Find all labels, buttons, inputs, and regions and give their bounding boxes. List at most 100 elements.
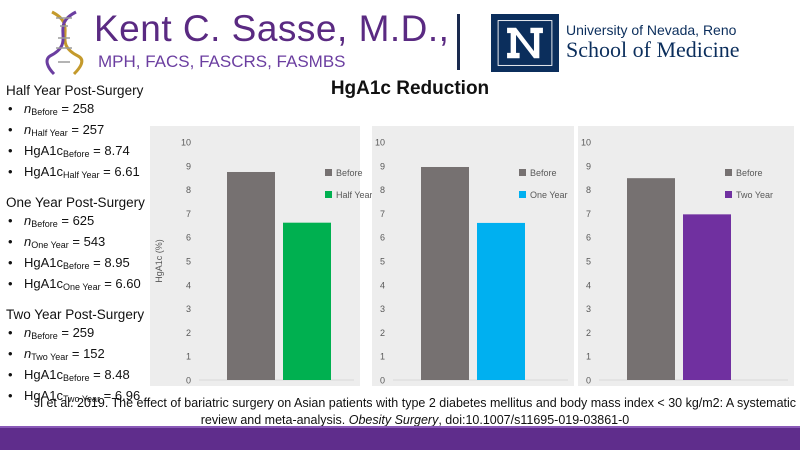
stat-value: = 543 xyxy=(68,234,106,249)
university-name: University of Nevada, Reno xyxy=(566,22,737,38)
bar-before xyxy=(227,171,275,380)
stat-label: HgA1c xyxy=(24,367,64,382)
stat-label: n xyxy=(24,122,32,137)
chart-panel: 0 1 2 3 4 5 6 7 8 9 10 HgA1c (%) Before Half Year xyxy=(150,126,373,386)
y-tick-label: 10 xyxy=(581,138,591,148)
stat-value: = 259 xyxy=(57,325,95,340)
stat-subscript: Before xyxy=(63,373,90,383)
stat-subscript: Before xyxy=(31,107,58,117)
brand-name: Kent C. Sasse, M.D., xyxy=(94,8,450,49)
y-axis-label: HgA1c (%) xyxy=(154,239,164,283)
chart-title: HgA1c Reduction xyxy=(330,78,490,99)
legend-label: Before xyxy=(736,168,763,178)
chart-panel: 0 1 2 3 4 5 6 7 8 9 10 Before Two Year xyxy=(578,126,794,386)
y-tick-label: 8 xyxy=(586,185,591,195)
stat-label: HgA1c xyxy=(24,164,64,179)
stat-label: n xyxy=(24,101,32,116)
y-tick-label: 3 xyxy=(586,304,591,314)
stat-item: nBefore = 259 xyxy=(6,324,206,345)
stat-label: HgA1c xyxy=(24,388,64,403)
y-tick-label: 4 xyxy=(380,280,385,290)
legend-label: Before xyxy=(336,168,363,178)
stat-label: HgA1c xyxy=(24,276,64,291)
legend-swatch xyxy=(725,191,732,198)
stat-subscript: Half Year xyxy=(31,128,68,138)
y-tick-label: 0 xyxy=(380,376,385,386)
legend-label: One Year xyxy=(530,190,568,200)
stat-value: = 6.61 xyxy=(99,164,140,179)
stat-value: = 258 xyxy=(57,101,95,116)
legend-label: Half Year xyxy=(336,190,373,200)
brand-credentials: MPH, FACS, FASCRS, FASMBS xyxy=(98,52,346,71)
chart-panel-background xyxy=(372,126,574,386)
bar-before xyxy=(627,178,675,380)
footer-stripe xyxy=(0,426,800,428)
y-tick-label: 7 xyxy=(380,209,385,219)
stat-value: = 152 xyxy=(68,346,105,361)
unr-brand: University of Nevada, Reno School of Med… xyxy=(491,14,791,74)
citation-doi: , doi:10.1007/s11695-019-03861-0 xyxy=(438,413,630,427)
stat-label: n xyxy=(24,213,32,228)
legend-swatch xyxy=(519,191,526,198)
sasse-brand: Kent C. Sasse, M.D., MPH, FACS, FASCRS, … xyxy=(40,8,450,76)
stat-item: HgA1cBefore = 8.48 xyxy=(6,366,206,387)
stat-item: HgA1cOne Year = 6.60 xyxy=(6,275,206,296)
dna-helix-icon xyxy=(45,10,84,76)
legend-swatch xyxy=(325,169,332,176)
bar-half-year xyxy=(283,222,331,380)
y-tick-label: 1 xyxy=(186,352,191,362)
y-tick-label: 4 xyxy=(186,280,191,290)
header-divider xyxy=(457,14,460,70)
y-tick-label: 6 xyxy=(586,233,591,243)
y-tick-label: 8 xyxy=(186,185,191,195)
stat-item: nTwo Year = 152 xyxy=(6,345,206,366)
stat-subscript: Before xyxy=(31,219,58,229)
y-tick-label: 5 xyxy=(586,257,591,267)
y-tick-label: 2 xyxy=(186,328,191,338)
stat-value: = 6.96 xyxy=(100,388,141,403)
unr-n-logo-icon xyxy=(491,14,559,72)
stat-item: nOne Year = 543 xyxy=(6,233,206,254)
y-tick-label: 1 xyxy=(586,352,591,362)
y-tick-label: 7 xyxy=(186,209,191,219)
y-tick-label: 0 xyxy=(586,376,591,386)
citation: Ji et al. 2019. The effect of bariatric … xyxy=(30,395,800,429)
y-tick-label: 10 xyxy=(375,138,385,148)
bar-one-year xyxy=(477,222,525,380)
y-tick-label: 5 xyxy=(380,257,385,267)
stat-subscript: Before xyxy=(63,261,90,271)
y-tick-label: 0 xyxy=(186,376,191,386)
stats-group-heading: One Year Post-Surgery xyxy=(6,195,145,210)
y-tick-label: 1 xyxy=(380,352,385,362)
legend-swatch xyxy=(725,169,732,176)
stats-summary: Half Year Post-SurgerynBefore = 258nHalf… xyxy=(6,82,206,418)
y-tick-label: 10 xyxy=(181,138,191,148)
legend-label: Before xyxy=(530,168,557,178)
stat-label: n xyxy=(24,234,32,249)
stat-item: nHalf Year = 257 xyxy=(6,121,206,142)
y-tick-label: 9 xyxy=(186,161,191,171)
stat-label: HgA1c xyxy=(24,255,64,270)
legend-label: Two Year xyxy=(736,190,773,200)
y-tick-label: 2 xyxy=(586,328,591,338)
stats-list: nBefore = 259nTwo Year = 152HgA1cBefore … xyxy=(6,324,206,408)
stat-value: = 8.48 xyxy=(89,367,130,382)
stat-subscript: Before xyxy=(31,331,58,341)
stat-value: = 625 xyxy=(57,213,95,228)
legend-swatch xyxy=(519,169,526,176)
plot-area xyxy=(195,126,360,386)
y-tick-label: 9 xyxy=(586,161,591,171)
y-tick-label: 2 xyxy=(380,328,385,338)
chart-panel: 0 1 2 3 4 5 6 7 8 9 10 Before One Year xyxy=(372,126,574,386)
stat-item: nBefore = 625 xyxy=(6,212,206,233)
bar-two-year xyxy=(683,214,731,380)
citation-journal: Obesity Surgery xyxy=(348,413,439,427)
legend-swatch xyxy=(325,191,332,198)
stat-subscript: Half Year xyxy=(63,170,100,180)
y-tick-label: 6 xyxy=(186,233,191,243)
stat-item: HgA1cTwo Year = 6.96 xyxy=(6,387,206,408)
stat-label: n xyxy=(24,346,32,361)
citation-text: Ji et al. 2019. The effect of bariatric … xyxy=(33,396,797,427)
